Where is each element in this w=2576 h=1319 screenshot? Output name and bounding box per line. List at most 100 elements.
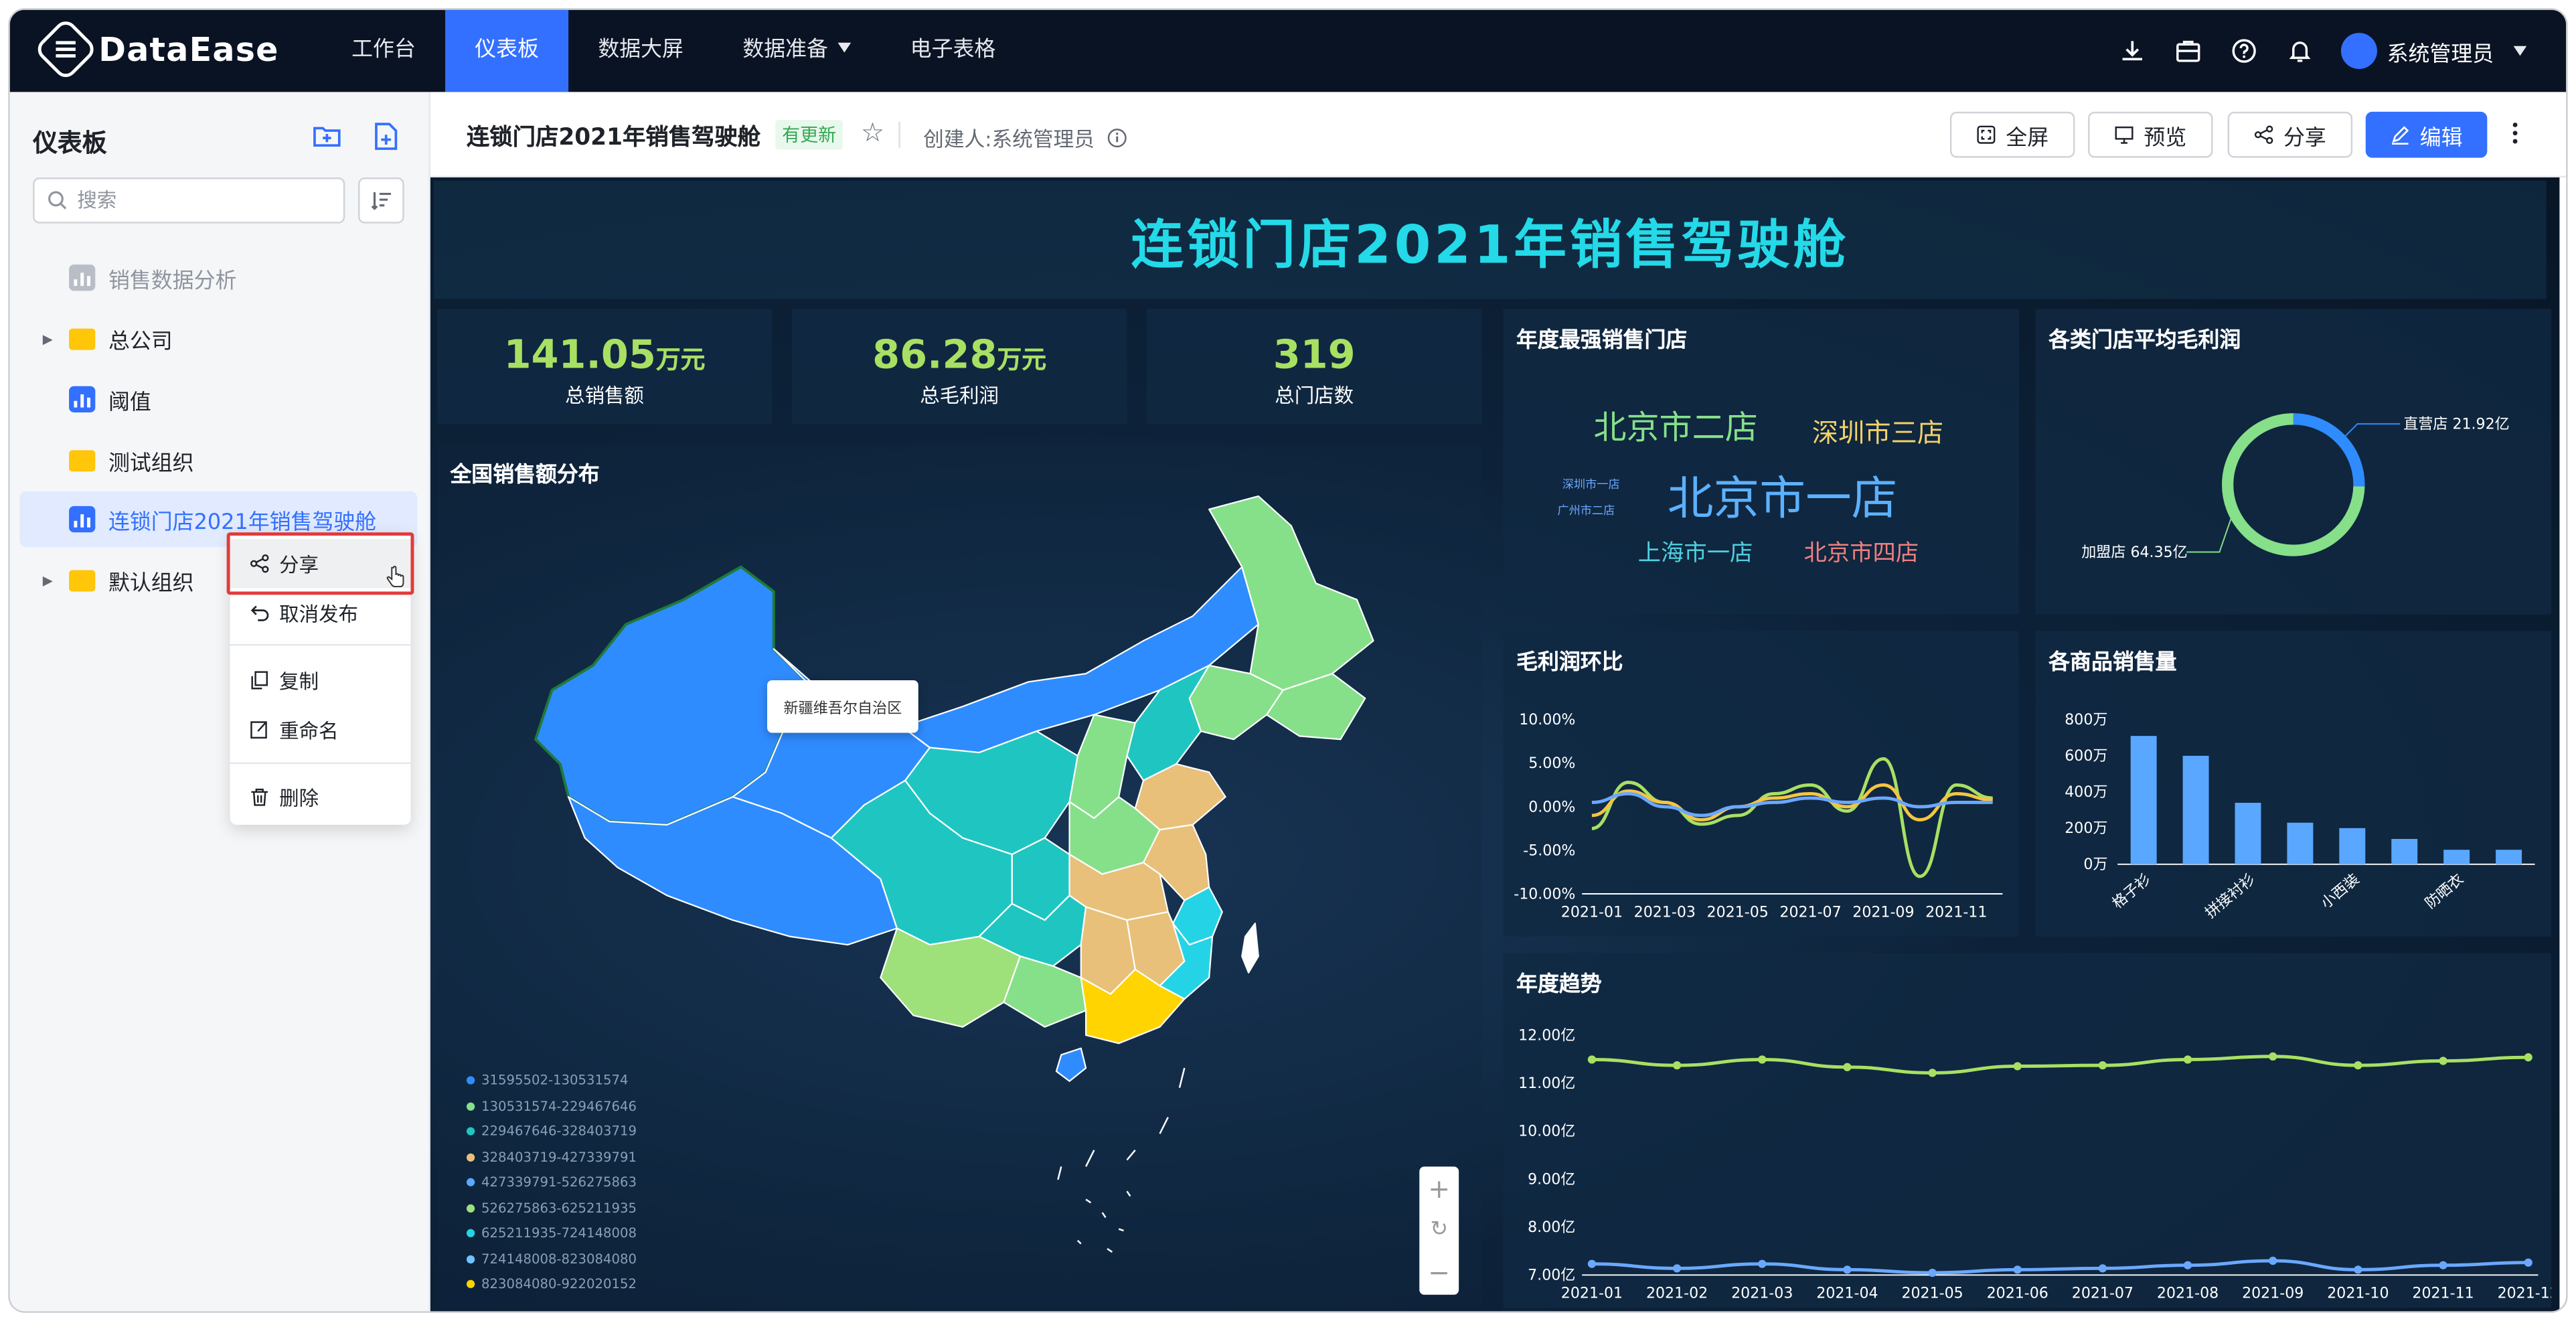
data-point[interactable] <box>2354 1265 2362 1274</box>
bar[interactable] <box>2182 755 2209 864</box>
series-line[interactable] <box>1591 783 1993 822</box>
info-icon[interactable] <box>1107 128 1127 148</box>
user-menu[interactable]: 系统管理员 <box>2340 33 2527 70</box>
legend-item[interactable]: 625211935-724148008 <box>466 1221 637 1246</box>
kpi-total-sales[interactable]: 141.05万元 总销售额 <box>436 309 773 424</box>
data-point[interactable] <box>1672 1061 1682 1070</box>
legend-item[interactable]: 130531574-229467646 <box>466 1093 637 1119</box>
legend-item[interactable]: 31595502-130531574 <box>466 1068 637 1093</box>
series-line[interactable] <box>1591 1055 2528 1075</box>
new-folder-icon[interactable] <box>312 122 345 155</box>
series-line[interactable] <box>1591 757 1993 878</box>
bar[interactable] <box>2391 839 2418 864</box>
data-point[interactable] <box>2439 1261 2447 1269</box>
data-point[interactable] <box>1928 1069 1937 1077</box>
region-heilongjiang[interactable] <box>1208 495 1374 691</box>
data-point[interactable] <box>2098 1061 2107 1070</box>
bar[interactable] <box>2496 850 2522 864</box>
pie-slice[interactable] <box>2293 413 2365 487</box>
zoom-in-icon[interactable]: + <box>1428 1173 1451 1205</box>
word-item[interactable]: 深圳市三店 <box>1812 417 1944 449</box>
data-point[interactable] <box>1758 1259 1767 1268</box>
preview-button[interactable]: 预览 <box>2088 111 2213 158</box>
word-item[interactable]: 北京市一店 <box>1667 471 1898 526</box>
data-point[interactable] <box>2524 1258 2532 1267</box>
bar[interactable] <box>2235 803 2261 864</box>
data-point[interactable] <box>2013 1265 2022 1274</box>
tree-item-head-office[interactable]: ▶ 总公司 <box>19 311 417 366</box>
reset-icon[interactable]: ↻ <box>1430 1218 1449 1243</box>
china-map[interactable] <box>437 444 1482 1308</box>
data-point[interactable] <box>1672 1264 1682 1273</box>
help-icon[interactable] <box>2229 36 2259 66</box>
data-point[interactable] <box>1758 1055 1767 1064</box>
word-item[interactable]: 深圳市一店 <box>1562 478 1620 491</box>
data-point[interactable] <box>1843 1063 1852 1071</box>
bar[interactable] <box>2443 850 2470 864</box>
search-input[interactable] <box>77 189 307 212</box>
data-point[interactable] <box>2439 1057 2447 1065</box>
nav-data-screen[interactable]: 数据大屏 <box>598 37 683 63</box>
legend-item[interactable]: 823084080-922020152 <box>466 1271 637 1297</box>
data-point[interactable] <box>1587 1055 1597 1064</box>
annual-trend-chart[interactable]: 12.00亿 11.00亿 10.00亿 9.00亿 8.00亿 7.00亿 2021-01… <box>1503 953 2551 1308</box>
data-point[interactable] <box>2269 1052 2277 1061</box>
data-point[interactable] <box>2269 1256 2277 1265</box>
star-icon[interactable]: ☆ <box>860 117 885 148</box>
bar[interactable] <box>2130 736 2157 864</box>
caret-right-icon[interactable]: ▶ <box>42 331 53 346</box>
data-point[interactable] <box>1843 1265 1852 1274</box>
nav-workbench[interactable]: 工作台 <box>351 37 416 63</box>
legend-item[interactable]: 427339791-526275863 <box>466 1170 637 1195</box>
data-point[interactable] <box>2183 1261 2192 1269</box>
word-item[interactable]: 广州市二店 <box>1557 504 1615 518</box>
legend-item[interactable]: 328403719-427339791 <box>466 1144 637 1170</box>
data-point[interactable] <box>2183 1055 2192 1064</box>
profit-mom-chart[interactable]: 10.00% 5.00% 0.00% -5.00% -10.00%2021-01 2021… <box>1503 631 2019 936</box>
region-guangxi[interactable] <box>1003 955 1087 1028</box>
more-icon[interactable] <box>2510 120 2524 149</box>
zoom-out-icon[interactable]: − <box>1428 1256 1451 1288</box>
bell-icon[interactable] <box>2285 36 2314 66</box>
region-taiwan[interactable] <box>1241 923 1259 974</box>
bar[interactable] <box>2287 822 2314 864</box>
share-button[interactable]: 分享 <box>2227 111 2353 158</box>
word-item[interactable]: 北京市二店 <box>1593 407 1758 447</box>
download-icon[interactable] <box>2117 36 2147 66</box>
legend-item[interactable]: 229467646-328403719 <box>466 1119 637 1144</box>
tree-item-sales-analysis[interactable]: 销售数据分析 <box>19 250 417 305</box>
region-fujian[interactable] <box>1159 923 1214 1000</box>
data-point[interactable] <box>1587 1259 1597 1268</box>
word-item[interactable]: 北京市四店 <box>1803 540 1919 567</box>
fullscreen-button[interactable]: 全屏 <box>1949 111 2075 158</box>
legend-item[interactable]: 724148008-823084080 <box>466 1246 637 1271</box>
data-point[interactable] <box>1928 1268 1937 1277</box>
pie-leader-line[interactable] <box>2340 423 2401 441</box>
legend-item[interactable]: 526275863-625211935 <box>466 1195 637 1221</box>
menu-item-unpublish[interactable]: 取消发布 <box>230 589 411 638</box>
logo[interactable]: DataEase <box>33 17 279 82</box>
edit-button[interactable]: 编辑 <box>2365 111 2488 158</box>
menu-item-share[interactable]: 分享 <box>230 538 411 589</box>
bar[interactable] <box>2339 828 2366 864</box>
tree-item-threshold[interactable]: 阈值 <box>19 372 417 427</box>
briefcase-icon[interactable] <box>2174 36 2203 66</box>
kpi-total-profit[interactable]: 86.28万元 总毛利润 <box>791 309 1127 424</box>
tree-item-default-org[interactable]: ▶ 默认组织 <box>19 552 417 608</box>
pie-slice[interactable] <box>2222 413 2365 556</box>
region-hainan[interactable] <box>1055 1047 1087 1082</box>
series-line[interactable] <box>1591 1259 2528 1275</box>
data-point[interactable] <box>2524 1053 2532 1062</box>
nav-spreadsheet[interactable]: 电子表格 <box>910 37 996 63</box>
region-guangdong[interactable] <box>1080 968 1186 1044</box>
data-point[interactable] <box>2013 1062 2022 1071</box>
caret-right-icon[interactable]: ▶ <box>42 572 53 588</box>
sort-button[interactable] <box>357 177 404 224</box>
data-point[interactable] <box>2354 1061 2362 1070</box>
kpi-total-stores[interactable]: 319 总门店数 <box>1146 309 1482 424</box>
pie-leader-line[interactable] <box>2186 514 2233 553</box>
new-dashboard-icon[interactable] <box>372 122 404 155</box>
nav-dashboard[interactable]: 仪表板 <box>445 9 569 92</box>
